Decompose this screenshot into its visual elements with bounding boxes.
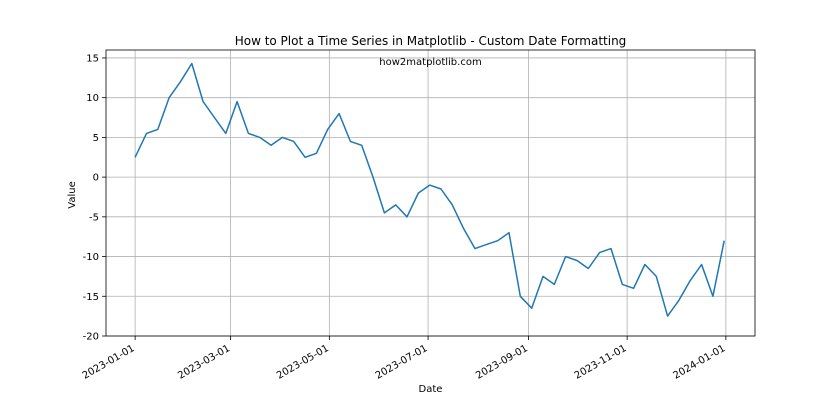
chart-title: How to Plot a Time Series in Matplotlib … bbox=[235, 34, 627, 48]
y-tick-label: -10 bbox=[83, 252, 99, 263]
y-tick-label: 10 bbox=[86, 93, 99, 104]
plot-frame bbox=[105, 49, 756, 337]
y-axis-label: Value bbox=[67, 181, 78, 208]
y-tick-label: -5 bbox=[89, 212, 99, 223]
y-tick-label: 0 bbox=[93, 173, 99, 184]
x-axis-label: Date bbox=[419, 384, 443, 395]
y-tick-label: 15 bbox=[86, 53, 99, 64]
y-tick-label: -20 bbox=[83, 332, 99, 343]
chart-annotation: how2matplotlib.com bbox=[379, 57, 481, 68]
y-axis-ticks: 15 10 5 0 -5 -10 -15 -20 bbox=[83, 53, 106, 343]
series-line bbox=[134, 62, 725, 317]
y-tick-label: -15 bbox=[83, 292, 99, 303]
y-tick-label: 5 bbox=[93, 133, 99, 144]
